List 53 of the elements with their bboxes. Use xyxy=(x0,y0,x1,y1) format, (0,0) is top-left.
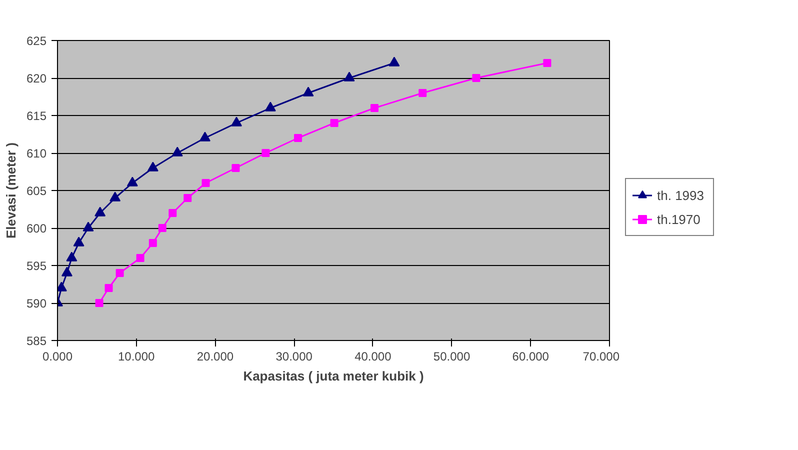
point xyxy=(344,72,355,82)
point xyxy=(148,239,157,247)
y-tick-label: 610 xyxy=(26,146,47,160)
point xyxy=(168,209,177,217)
x-tick-label: 70.000 xyxy=(582,350,620,364)
x-tick-label: 20.000 xyxy=(196,350,234,364)
point xyxy=(543,59,552,67)
point xyxy=(418,89,427,97)
x-tick-label: 50.000 xyxy=(433,350,470,364)
x-tick-label: 10.000 xyxy=(118,350,156,364)
point xyxy=(184,194,192,202)
x-tick-label: 0.000 xyxy=(42,350,73,364)
x-axis-title: Kapasitas ( juta meter kubik ) xyxy=(243,368,424,384)
point xyxy=(172,146,183,156)
y-axis-title: Elevasi (meter ) xyxy=(3,142,18,239)
point xyxy=(116,269,124,277)
point xyxy=(330,119,338,127)
point xyxy=(136,254,144,262)
point xyxy=(262,149,270,157)
point xyxy=(147,162,158,172)
point xyxy=(388,56,400,66)
y-tick-label: 615 xyxy=(26,109,47,123)
point xyxy=(202,179,210,187)
y-tick-label: 590 xyxy=(26,296,47,310)
legend-label: th. 1993 xyxy=(657,188,705,202)
point xyxy=(110,192,121,202)
point xyxy=(61,266,72,276)
point xyxy=(158,224,166,232)
x-tick-label: 30.000 xyxy=(276,350,313,364)
point xyxy=(66,252,78,262)
point xyxy=(232,164,240,172)
point xyxy=(94,206,106,216)
y-tick-label: 605 xyxy=(26,184,47,198)
point xyxy=(302,86,314,96)
y-tick-label: 600 xyxy=(26,222,47,236)
point xyxy=(104,284,113,292)
point xyxy=(199,132,210,142)
y-tick-label: 625 xyxy=(26,34,47,48)
point xyxy=(370,104,379,112)
point xyxy=(294,134,302,142)
x-tick-label: 60.000 xyxy=(512,350,550,364)
point xyxy=(95,299,104,307)
point xyxy=(231,116,242,126)
point xyxy=(82,222,94,232)
point xyxy=(73,236,84,246)
legend-label: th.1970 xyxy=(657,212,702,226)
x-tick-label: 40.000 xyxy=(354,350,392,364)
y-tick-label: 620 xyxy=(26,72,47,86)
point xyxy=(264,102,276,112)
y-tick-label: 585 xyxy=(26,334,47,348)
point xyxy=(126,176,138,186)
point xyxy=(472,74,480,82)
y-tick-label: 595 xyxy=(26,259,47,273)
